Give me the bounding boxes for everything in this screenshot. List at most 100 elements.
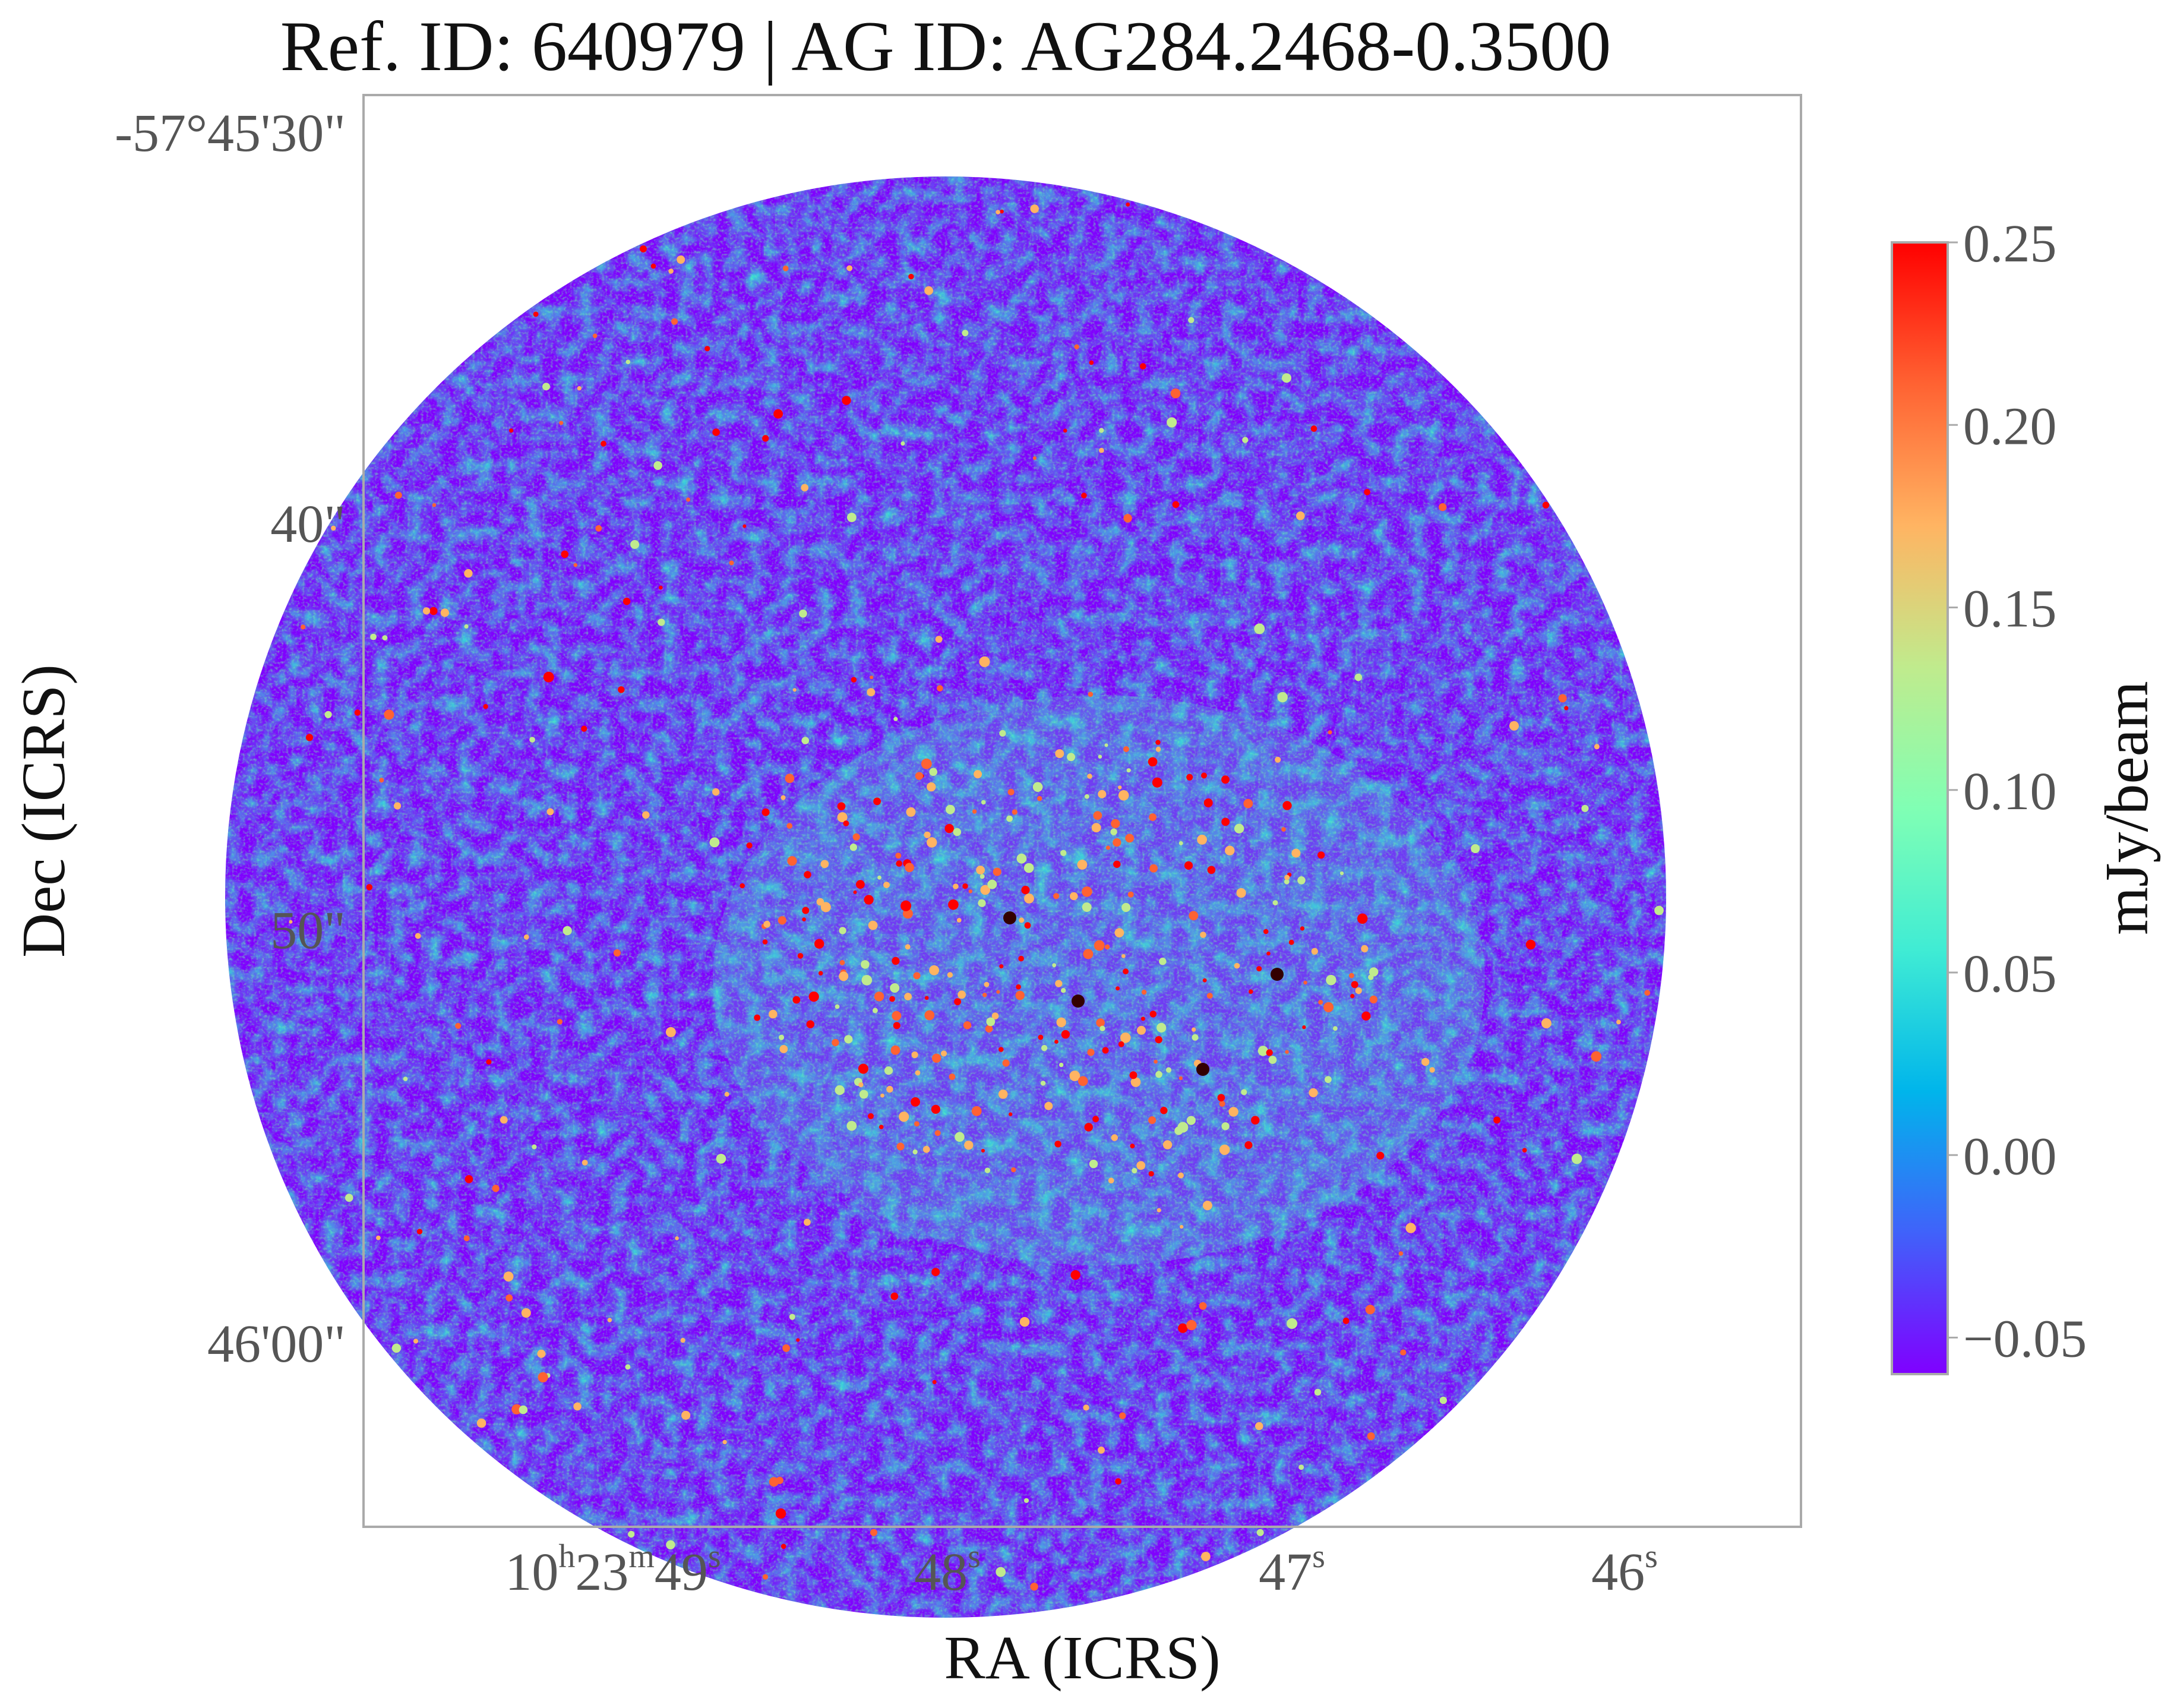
emission-spot	[1244, 1141, 1253, 1150]
emission-spot	[754, 1014, 761, 1021]
emission-spot	[984, 981, 990, 987]
emission-spot	[1189, 911, 1199, 921]
emission-spot	[582, 1160, 588, 1166]
emission-spot	[1011, 1167, 1016, 1173]
emission-spot	[1400, 1349, 1407, 1356]
emission-spot	[787, 856, 797, 866]
emission-spot	[1525, 939, 1536, 950]
emission-spot	[1055, 749, 1064, 759]
emission-spot	[686, 497, 691, 502]
emission-spot	[839, 959, 845, 965]
emission-spot	[1509, 721, 1519, 731]
emission-spot	[1178, 1076, 1183, 1081]
emission-spot	[432, 503, 437, 507]
emission-spot	[922, 1145, 930, 1153]
axes-frame	[362, 94, 1802, 1528]
emission-spot	[895, 853, 902, 859]
emission-spot	[1282, 373, 1291, 383]
emission-spot	[1654, 905, 1664, 915]
emission-spot	[1136, 1161, 1146, 1170]
emission-spot	[500, 1116, 508, 1124]
colorbar-bar	[1891, 241, 1949, 1375]
emission-spot	[370, 633, 377, 640]
emission-spot	[650, 263, 656, 269]
emission-spot	[1297, 876, 1306, 885]
emission-spot	[1098, 790, 1107, 798]
emission-spot	[948, 899, 959, 910]
emission-spot	[1119, 1412, 1126, 1419]
emission-spot	[1148, 1116, 1156, 1124]
emission-spot	[1019, 1316, 1030, 1327]
emission-spot	[1357, 913, 1368, 924]
emission-spot	[1098, 754, 1102, 759]
emission-spot	[915, 772, 923, 780]
emission-spot	[1296, 512, 1305, 520]
emission-spot	[1350, 994, 1355, 999]
emission-spot	[1268, 1056, 1277, 1064]
emission-spot	[880, 1093, 884, 1098]
emission-spot	[958, 990, 966, 999]
emission-spot	[601, 440, 606, 447]
colorbar-tick-label: 0.10	[1963, 762, 2057, 821]
emission-spot	[779, 1045, 788, 1053]
emission-spot	[778, 1034, 785, 1040]
emission-spot	[577, 386, 582, 391]
emission-spot	[940, 1050, 947, 1057]
emission-spot	[908, 273, 914, 280]
emission-spot	[962, 883, 968, 889]
emission-spot	[1016, 853, 1027, 864]
colorbar-tick-label: 0.20	[1963, 397, 2057, 456]
emission-spot	[996, 1567, 1006, 1577]
emission-spot	[896, 860, 902, 867]
emission-spot	[1155, 1071, 1162, 1078]
emission-spot	[899, 1112, 909, 1122]
emission-spot	[844, 1035, 853, 1044]
emission-spot	[769, 1009, 778, 1019]
emission-spot	[1221, 1122, 1230, 1131]
emission-spot	[1219, 1144, 1230, 1155]
emission-spot	[1127, 891, 1134, 898]
emission-spot	[999, 730, 1006, 737]
emission-spot	[864, 895, 874, 905]
emission-spot	[867, 688, 876, 696]
emission-spot	[762, 939, 768, 945]
y-tick-label: -57°45'30"	[115, 104, 346, 163]
x-tick-label: 46s	[1591, 1538, 1658, 1602]
emission-spot	[911, 1051, 918, 1059]
emission-spot	[1256, 966, 1262, 972]
emission-spot	[379, 778, 384, 783]
emission-spot	[440, 608, 450, 617]
emission-spot	[1102, 1047, 1109, 1054]
emission-spot	[519, 1405, 528, 1415]
emission-spot	[1149, 813, 1156, 821]
emission-spot	[1024, 922, 1031, 929]
emission-spot	[1060, 850, 1067, 857]
emission-spot	[1300, 926, 1305, 931]
emission-spot	[804, 1218, 811, 1226]
emission-spot	[954, 998, 961, 1006]
emission-spot	[557, 1019, 563, 1025]
emission-spot	[1023, 1498, 1029, 1503]
emission-spot	[1439, 503, 1447, 512]
emission-spot	[1087, 774, 1092, 779]
emission-spot	[628, 1530, 635, 1538]
x-axis-label: RA (ICRS)	[944, 1624, 1220, 1692]
emission-spot	[835, 1004, 840, 1009]
emission-spot	[856, 880, 865, 889]
emission-spot	[665, 1027, 676, 1037]
emission-spot	[806, 1020, 815, 1028]
field-fine-noise-layer	[225, 176, 1666, 1618]
emission-spot	[931, 1104, 940, 1114]
emission-spot	[852, 833, 860, 841]
emission-spot	[1061, 988, 1066, 993]
emission-spot	[1272, 900, 1278, 906]
emission-spot	[906, 807, 916, 817]
emission-spot	[1285, 1050, 1289, 1054]
emission-spot	[415, 933, 421, 939]
emission-spot	[1522, 1148, 1527, 1153]
emission-spot	[1206, 993, 1213, 999]
emission-spot	[521, 1308, 531, 1318]
emission-spot	[981, 1148, 985, 1153]
emission-spot	[1159, 958, 1167, 965]
emission-spot	[890, 1292, 899, 1300]
